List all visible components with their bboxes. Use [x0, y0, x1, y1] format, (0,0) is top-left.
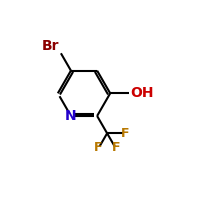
Text: F: F — [94, 141, 103, 154]
Text: N: N — [65, 109, 77, 123]
Text: Br: Br — [42, 39, 59, 53]
Text: OH: OH — [130, 86, 154, 100]
Text: F: F — [112, 141, 120, 154]
Text: F: F — [121, 127, 129, 140]
